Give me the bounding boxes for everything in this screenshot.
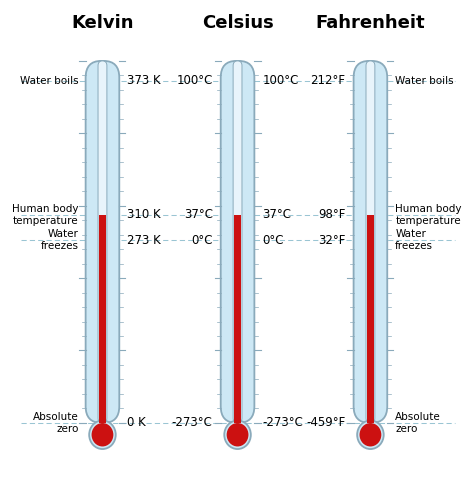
Circle shape [89,421,116,449]
FancyBboxPatch shape [354,61,387,423]
Circle shape [224,421,251,449]
FancyBboxPatch shape [98,61,107,423]
FancyBboxPatch shape [221,61,255,423]
Text: Absolute
zero: Absolute zero [395,412,441,433]
Text: 0 K: 0 K [127,416,146,429]
Text: 100°C: 100°C [262,74,299,87]
Text: 100°C: 100°C [176,74,213,87]
Text: Water boils: Water boils [395,76,454,86]
Text: Absolute
zero: Absolute zero [33,412,79,433]
Text: 373 K: 373 K [127,74,161,87]
Circle shape [360,423,381,446]
Text: -273°C: -273°C [172,416,213,429]
Text: Human body
temperature: Human body temperature [12,204,79,226]
Text: Fahrenheit: Fahrenheit [316,14,425,32]
Text: Water
freezes: Water freezes [395,229,433,251]
Text: Human body
temperature: Human body temperature [395,204,462,226]
Text: 0°C: 0°C [262,234,284,247]
Text: -459°F: -459°F [306,416,346,429]
Text: Celsius: Celsius [201,14,273,32]
Circle shape [91,423,113,446]
Text: 37°C: 37°C [184,208,213,221]
Bar [367,215,374,423]
FancyBboxPatch shape [86,61,119,423]
Circle shape [227,423,248,446]
Text: Kelvin: Kelvin [71,14,134,32]
Text: -273°C: -273°C [262,416,303,429]
Bar [99,215,106,423]
Text: 37°C: 37°C [262,208,292,221]
Bar [234,215,241,423]
Text: Water
freezes: Water freezes [41,229,79,251]
Text: 273 K: 273 K [127,234,161,247]
Text: 212°F: 212°F [310,74,346,87]
Text: 32°F: 32°F [318,234,346,247]
Circle shape [357,421,384,449]
FancyBboxPatch shape [366,61,375,423]
Text: Water boils: Water boils [20,76,79,86]
Text: 310 K: 310 K [127,208,161,221]
Text: 98°F: 98°F [318,208,346,221]
Text: 0°C: 0°C [191,234,213,247]
FancyBboxPatch shape [233,61,242,423]
